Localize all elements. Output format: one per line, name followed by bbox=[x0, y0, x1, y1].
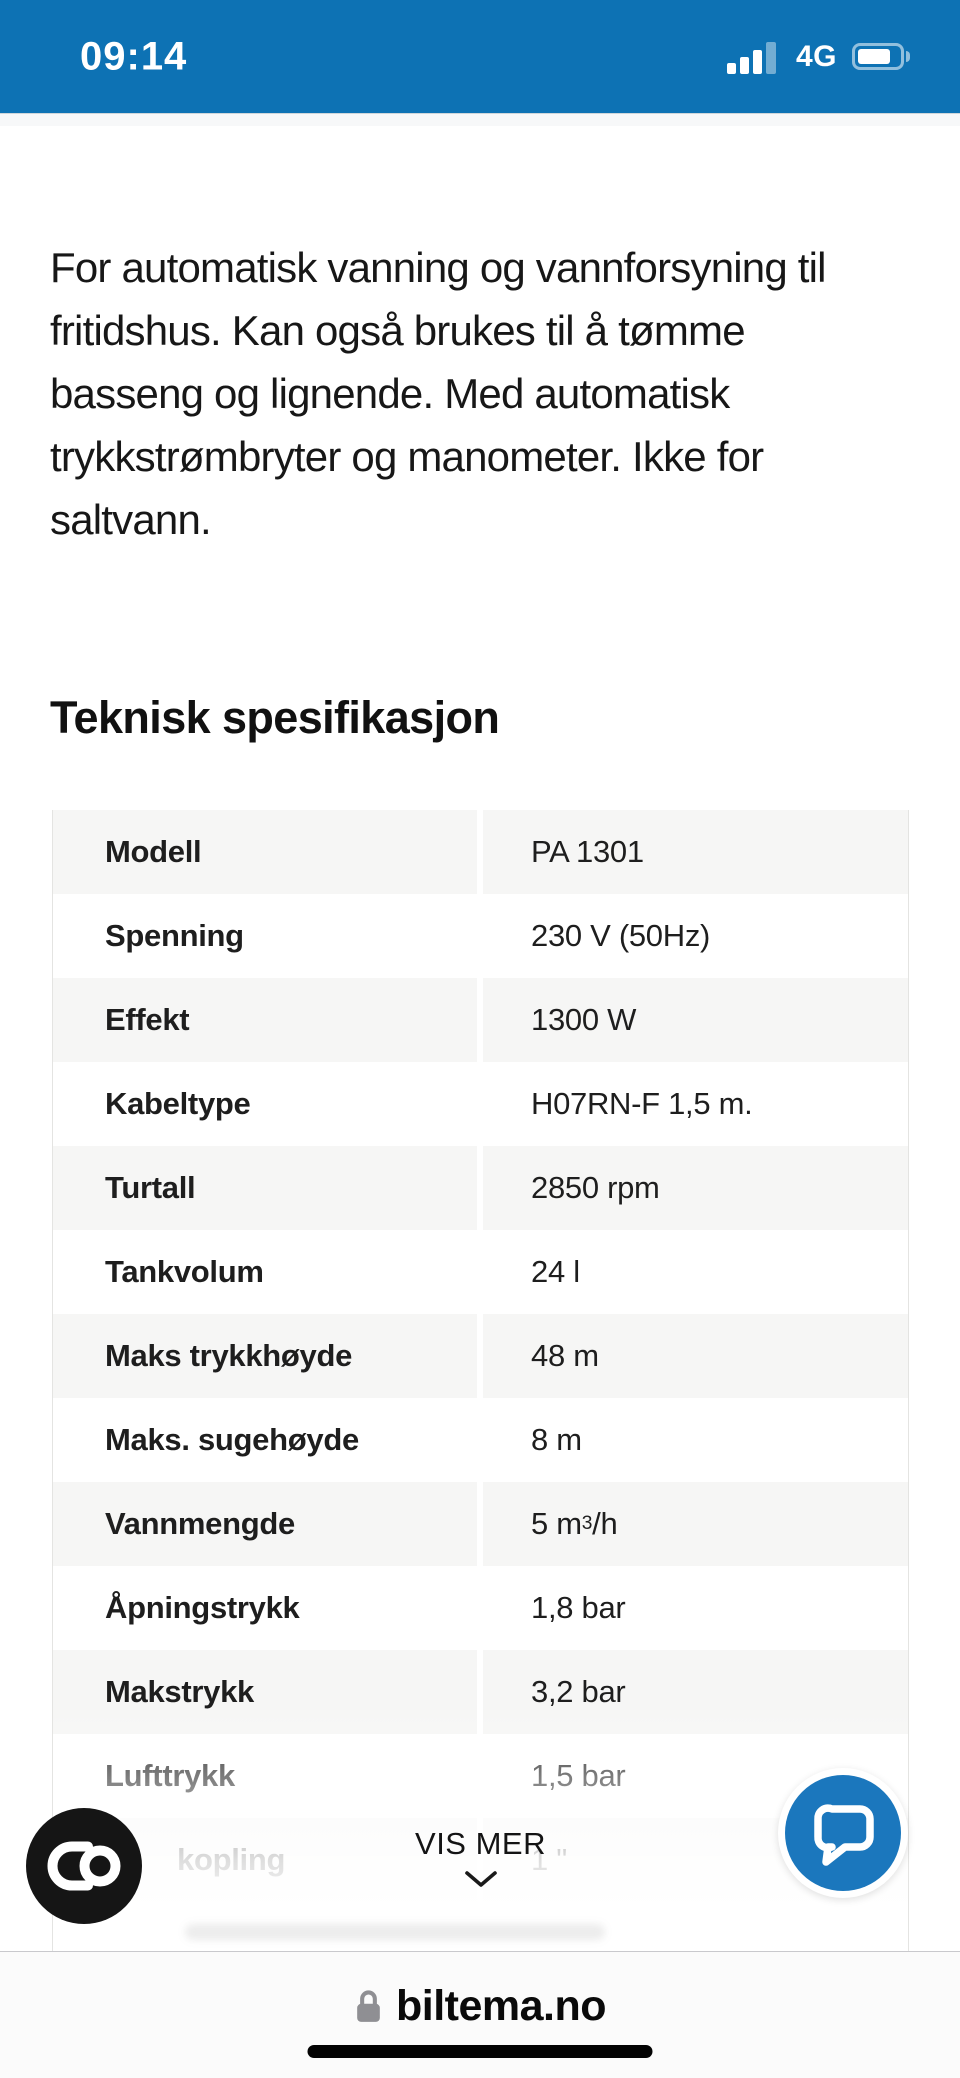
spec-value: H07RN-F 1,5 m. bbox=[483, 1062, 909, 1146]
spec-row: Makstrykk 3,2 bar bbox=[52, 1650, 909, 1734]
hidden-row-ghost-text bbox=[185, 1924, 605, 1940]
product-description: For automatisk vanning og vannforsyning … bbox=[50, 236, 930, 551]
table-fade-gradient bbox=[40, 1710, 921, 1952]
spec-label: Tankvolum bbox=[52, 1230, 477, 1314]
collapsed-url-bar-strip bbox=[0, 114, 960, 126]
spec-label: Kabeltype bbox=[52, 1062, 477, 1146]
spec-label: Modell bbox=[52, 810, 477, 894]
spec-value: 8 m bbox=[483, 1398, 909, 1482]
spec-row: Maks trykkhøyde 48 m bbox=[52, 1314, 909, 1398]
spec-row: Tankvolum 24 l bbox=[52, 1230, 909, 1314]
spec-label: Effekt bbox=[52, 978, 477, 1062]
description-line: basseng og lignende. Med automatisk bbox=[50, 370, 730, 417]
spec-value: 24 l bbox=[483, 1230, 909, 1314]
spec-value: 230 V (50Hz) bbox=[483, 894, 909, 978]
network-type-label: 4G bbox=[795, 39, 837, 73]
description-line: fritidshus. Kan også brukes til å tømme bbox=[50, 307, 746, 354]
show-more-label: VIS MER bbox=[415, 1826, 546, 1861]
spec-value: 1300 W bbox=[483, 978, 909, 1062]
spec-row: Modell PA 1301 bbox=[52, 810, 909, 894]
spec-label: Maks. sugehøyde bbox=[52, 1398, 477, 1482]
site-domain: biltema.no bbox=[395, 1982, 607, 2030]
spec-value: 2850 rpm bbox=[483, 1146, 909, 1230]
spec-label: Spenning bbox=[52, 894, 477, 978]
show-more-button[interactable]: VIS MER bbox=[52, 1826, 909, 1890]
status-time: 09:14 bbox=[80, 34, 188, 78]
spec-row: Effekt 1300 W bbox=[52, 978, 909, 1062]
cellular-signal-icon bbox=[726, 41, 776, 74]
chat-button[interactable] bbox=[778, 1768, 908, 1898]
spec-label: Åpningstrykk bbox=[52, 1566, 477, 1650]
spec-value: PA 1301 bbox=[483, 810, 909, 894]
table-left-border bbox=[52, 810, 53, 1951]
browser-bottom-bar: biltema.no bbox=[0, 1951, 960, 2078]
spec-row: Spenning 230 V (50Hz) bbox=[52, 894, 909, 978]
chat-bubble-icon bbox=[814, 1804, 874, 1866]
lock-icon bbox=[357, 1990, 380, 2022]
cookie-consent-button[interactable] bbox=[26, 1808, 142, 1924]
url-bar[interactable]: biltema.no bbox=[0, 1982, 960, 2031]
table-right-border bbox=[908, 810, 909, 1951]
status-bar: 09:14 4G bbox=[0, 0, 960, 114]
spec-value: 1,8 bar bbox=[483, 1566, 909, 1650]
spec-value: 48 m bbox=[483, 1314, 909, 1398]
spec-row: Vannmengde 5 m 3/h bbox=[52, 1482, 909, 1566]
chat-button-circle bbox=[785, 1775, 901, 1891]
spec-value: 5 m 3/h bbox=[483, 1482, 909, 1566]
spec-row: Åpningstrykk 1,8 bar bbox=[52, 1566, 909, 1650]
section-title: Teknisk spesifikasjon bbox=[50, 692, 500, 743]
spec-label: Maks trykkhøyde bbox=[52, 1314, 477, 1398]
description-line: For automatisk vanning og vannforsyning … bbox=[50, 244, 827, 291]
cookie-consent-co-logo-icon bbox=[47, 1841, 121, 1891]
home-indicator[interactable] bbox=[307, 2045, 653, 2058]
spec-row: Maks. sugehøyde 8 m bbox=[52, 1398, 909, 1482]
spec-label: Vannmengde bbox=[52, 1482, 477, 1566]
chevron-down-icon bbox=[464, 1871, 497, 1887]
status-icons: 4G bbox=[726, 39, 910, 75]
spec-label: Turtall bbox=[52, 1146, 477, 1230]
spec-row: Turtall 2850 rpm bbox=[52, 1146, 909, 1230]
spec-row: Kabeltype H07RN-F 1,5 m. bbox=[52, 1062, 909, 1146]
battery-icon bbox=[852, 43, 910, 70]
description-line: saltvann. bbox=[50, 496, 212, 543]
description-line: trykkstrømbryter og manometer. Ikke for bbox=[50, 433, 764, 480]
